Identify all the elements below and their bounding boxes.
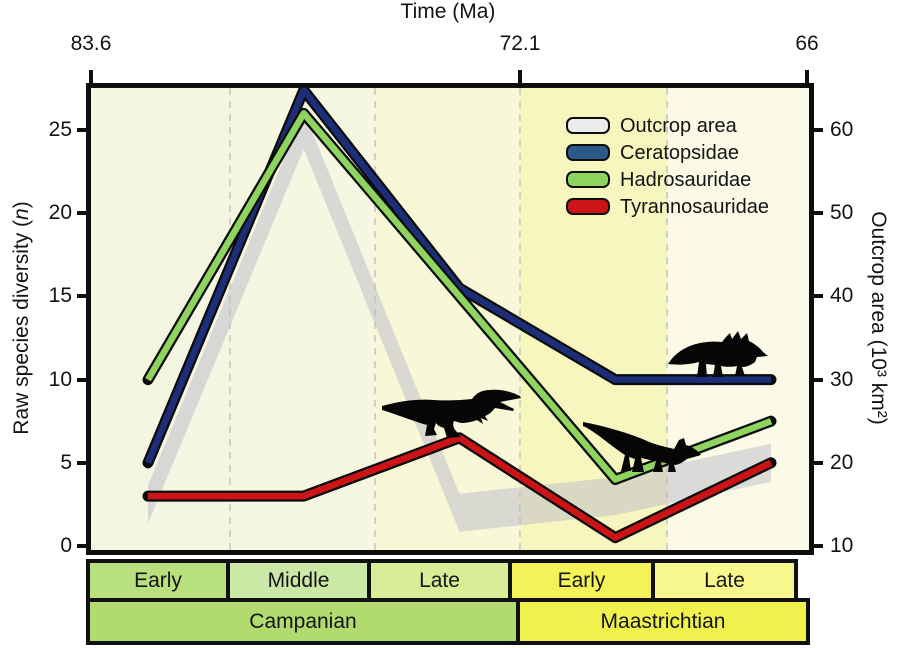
legend-item-tyrannosauridae: Tyrannosauridae xyxy=(566,193,769,220)
right-tick-mark xyxy=(814,294,823,299)
legend-item-hadrosauridae: Hadrosauridae xyxy=(566,166,769,193)
right-tick-mark xyxy=(814,211,823,216)
top-tick-label: 66 xyxy=(795,32,819,55)
top-tick-label: 83.6 xyxy=(70,32,112,55)
tyrannosauridae-swatch-icon xyxy=(566,198,610,215)
right-tick-mark xyxy=(814,128,823,132)
substage-row: Early Middle Late Early Late xyxy=(86,559,814,602)
right-tick-label: 30 xyxy=(830,367,854,391)
right-tick-label: 50 xyxy=(830,201,854,225)
left-tick-label: 5 xyxy=(60,450,72,474)
legend-item-ceratopsidae: Ceratopsidae xyxy=(566,139,769,166)
substage-late-campanian: Late xyxy=(367,559,512,602)
tyrannosaurid-silhouette xyxy=(382,389,521,438)
left-tick-mark xyxy=(77,128,86,132)
ceratopsidae-swatch-icon xyxy=(566,144,610,161)
right-tick-mark xyxy=(814,544,823,548)
left-tick-mark xyxy=(77,544,86,548)
top-tick-mark xyxy=(805,70,809,84)
hadrosauridae-swatch-icon xyxy=(566,171,610,188)
substage-late-maastrichtian: Late xyxy=(651,559,798,602)
left-tick-label: 0 xyxy=(60,534,72,557)
plot-area xyxy=(86,83,814,555)
left-tick-mark xyxy=(77,460,86,465)
silhouettes xyxy=(382,331,768,472)
ceratopsid-silhouette xyxy=(668,331,768,377)
tyrannosauridae-line xyxy=(148,434,773,541)
substage-early-campanian: Early xyxy=(86,559,230,602)
top-axis-title: Time (Ma) xyxy=(400,0,496,23)
right-tick-mark xyxy=(814,377,823,382)
legend-item-outcrop-area: Outcrop area xyxy=(566,112,769,139)
outcrop-area-swatch-icon xyxy=(566,117,610,134)
left-tick-label: 15 xyxy=(48,284,72,308)
chart-layers xyxy=(91,88,809,550)
right-tick-label: 60 xyxy=(830,118,854,141)
left-tick-mark xyxy=(77,211,86,216)
stage-campanian: Campanian xyxy=(86,598,520,645)
stage-row: Campanian Maastrichtian xyxy=(86,598,814,645)
right-tick-mark xyxy=(814,460,823,465)
top-tick-label: 72.1 xyxy=(499,32,541,55)
left-tick-mark xyxy=(77,294,86,299)
left-tick-label: 20 xyxy=(48,201,72,225)
right-axis-title: Outcrop area (10³ km²) xyxy=(867,211,890,425)
left-tick-label: 10 xyxy=(48,367,72,391)
stage-maastrichtian: Maastrichtian xyxy=(516,598,810,645)
left-axis-title: Raw species diversity (n) xyxy=(10,201,33,435)
legend: Outcrop area Ceratopsidae Hadrosauridae … xyxy=(566,112,769,220)
substage-middle-campanian: Middle xyxy=(226,559,371,602)
hadrosaurid-silhouette xyxy=(583,422,701,472)
substage-early-maastrichtian: Early xyxy=(508,559,655,602)
right-tick-label: 40 xyxy=(830,284,854,308)
top-tick-mark xyxy=(89,70,93,84)
right-tick-label: 10 xyxy=(830,534,854,557)
right-tick-label: 20 xyxy=(830,450,854,474)
left-tick-mark xyxy=(77,377,86,382)
left-tick-label: 25 xyxy=(48,118,72,141)
stage-table: Early Middle Late Early Late Campanian M… xyxy=(86,559,814,645)
top-tick-mark xyxy=(518,70,522,84)
